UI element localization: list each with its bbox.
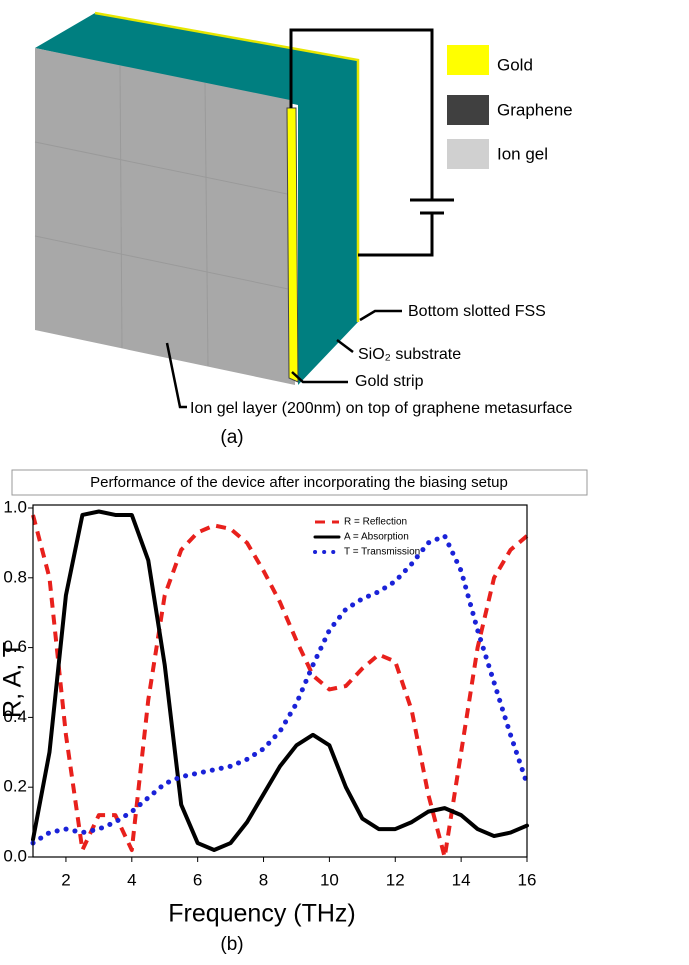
series-line xyxy=(31,509,529,853)
x-axis-label: Frequency (THz) xyxy=(168,900,356,928)
legend-label: R = Reflection xyxy=(344,517,407,528)
title-box xyxy=(11,469,588,496)
legend-label: Ion gel xyxy=(497,144,548,163)
legend-swatch xyxy=(447,45,489,75)
leader-lines xyxy=(165,309,402,409)
y-tick-label: 1.0 xyxy=(3,497,27,516)
series-line xyxy=(30,533,530,846)
y-tick-label: 0.4 xyxy=(3,707,27,726)
caption: (a) xyxy=(220,427,243,448)
y-tick-label: 0.0 xyxy=(3,846,27,865)
y-tick-label: 0.2 xyxy=(3,777,27,796)
legend-label: Graphene xyxy=(497,100,573,119)
fss-edge xyxy=(94,11,360,322)
annotation: Bottom slotted FSS xyxy=(408,303,546,320)
legend-label: T = Transmission xyxy=(344,547,420,558)
y-tick-label: 0.6 xyxy=(3,637,27,656)
annotation: Gold strip xyxy=(355,373,424,390)
caption: (b) xyxy=(220,934,243,955)
x-tick-label: 8 xyxy=(259,870,268,889)
x-tick-label: 10 xyxy=(320,870,339,889)
y-tick-label: 0.8 xyxy=(3,567,27,586)
x-tick-label: 4 xyxy=(127,870,136,889)
series-line xyxy=(31,514,529,859)
x-tick-label: 14 xyxy=(452,870,471,889)
annotation: SiO₂ substrate xyxy=(358,346,461,363)
gold-strip xyxy=(286,107,299,383)
x-tick-label: 6 xyxy=(193,870,202,889)
device-diagram: Gold Graphene Ion gel Bottom slotted FSS… xyxy=(34,11,573,448)
ion-gel-face xyxy=(35,48,295,385)
x-tick-label: 12 xyxy=(386,870,405,889)
tile-grid xyxy=(34,65,294,367)
plot-frame xyxy=(32,504,528,858)
annotation: Ion gel layer (200nm) on top of graphene… xyxy=(190,400,573,417)
y-axis-label: R, A, T xyxy=(0,642,27,718)
chart-title: Performance of the device after incorpor… xyxy=(90,474,508,491)
x-tick-label: 2 xyxy=(61,870,70,889)
bias-circuit xyxy=(289,28,454,257)
x-tick-label: 16 xyxy=(518,870,537,889)
legend-label: Gold xyxy=(497,55,533,74)
legend-label: A = Absorption xyxy=(344,532,409,543)
substrate xyxy=(35,13,358,385)
legend-swatch xyxy=(447,139,489,169)
legend-swatch xyxy=(447,95,489,125)
plot: 2 4 6 8 10 12 14 16 0.0 0.2 0.4 0.6 0.8 1.0 R = Reflec… xyxy=(3,497,536,889)
